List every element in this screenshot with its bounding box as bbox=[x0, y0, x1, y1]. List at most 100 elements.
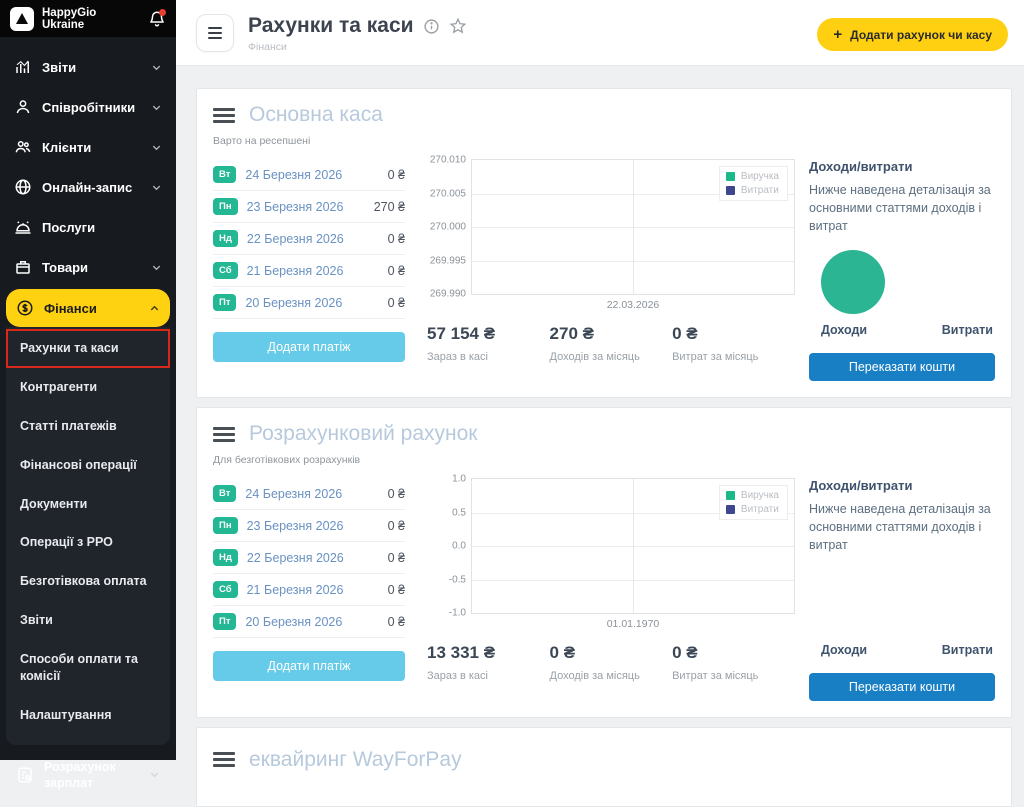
stat-label: Витрат за місяць bbox=[672, 670, 759, 683]
y-axis-tick: 269.995 bbox=[429, 255, 466, 266]
submenu-item-accounts-and-cash[interactable]: Рахунки та каси bbox=[6, 329, 170, 368]
submenu-item-payment-articles[interactable]: Статті платежів bbox=[20, 418, 117, 433]
title-block: Рахунки та каси Фінанси bbox=[248, 14, 817, 53]
day-row[interactable]: Пн 23 Березня 2026 270 ₴ bbox=[213, 191, 405, 223]
online-booking-globe-icon bbox=[14, 178, 32, 196]
brand-name: HappyGio Ukraine bbox=[42, 6, 97, 31]
stat-label: Доходів за місяць bbox=[549, 670, 640, 683]
day-row[interactable]: Пт 20 Березня 2026 0 ₴ bbox=[213, 287, 405, 319]
day-row[interactable]: Вт 24 Березня 2026 0 ₴ bbox=[213, 159, 405, 191]
legend-item-expenses[interactable]: Витрати bbox=[725, 504, 779, 515]
stat-value: 57 154 ₴ bbox=[427, 324, 496, 343]
day-date-link[interactable]: 24 Березня 2026 bbox=[245, 167, 343, 182]
day-row[interactable]: Вт 24 Березня 2026 0 ₴ bbox=[213, 478, 405, 511]
legend-swatch-navy bbox=[725, 186, 735, 195]
day-date-link[interactable]: 23 Березня 2026 bbox=[246, 199, 344, 214]
chart-legend: Виручка Витрати bbox=[718, 166, 788, 201]
submenu-item-counterparties[interactable]: Контрагенти bbox=[20, 379, 98, 394]
sidebar-item-reports[interactable]: Звіти bbox=[6, 47, 170, 87]
day-of-week-badge: Нд bbox=[213, 549, 238, 567]
page-title: Рахунки та каси bbox=[248, 14, 414, 37]
transfer-funds-button[interactable]: Переказати кошти bbox=[809, 672, 995, 701]
day-date-link[interactable]: 20 Березня 2026 bbox=[245, 614, 343, 629]
breadcrumb[interactable]: Фінанси bbox=[248, 41, 287, 53]
day-date-link[interactable]: 22 Березня 2026 bbox=[246, 231, 344, 246]
sidebar-item-label: Послуги bbox=[42, 219, 96, 235]
income-expense-panel: Доходи/витрати Нижче наведена деталізаці… bbox=[809, 478, 995, 701]
sidebar-item-label: Товари bbox=[42, 259, 89, 275]
day-date-link[interactable]: 22 Березня 2026 bbox=[246, 550, 344, 565]
sidebar-item-salary-calculation[interactable]: Розрахунок зарплат bbox=[6, 749, 170, 802]
main-area: Рахунки та каси Фінанси + Додати рахунок… bbox=[176, 0, 1024, 807]
submenu-item-reports[interactable]: Звіти bbox=[20, 613, 53, 628]
plus-icon: + bbox=[833, 26, 843, 43]
day-row[interactable]: Нд 22 Березня 2026 0 ₴ bbox=[213, 223, 405, 255]
day-date-link[interactable]: 24 Березня 2026 bbox=[245, 486, 343, 501]
submenu-item-settings[interactable]: Налаштування bbox=[20, 707, 112, 722]
legend-label: Виручка bbox=[740, 490, 779, 502]
menu-toggle-button[interactable] bbox=[196, 14, 234, 52]
submenu-item-rro-operations[interactable]: Операції з РРО bbox=[20, 535, 113, 550]
notifications-bell-icon[interactable] bbox=[148, 8, 166, 28]
submenu-item-documents[interactable]: Документи bbox=[20, 496, 88, 511]
sidebar-item-label: Співробітники bbox=[42, 99, 136, 115]
sidebar-nav: Звіти Співробітники Клієнти Онлайн-запис… bbox=[0, 37, 176, 801]
page-header: Рахунки та каси Фінанси + Додати рахунок… bbox=[176, 0, 1024, 66]
day-row[interactable]: Сб 21 Березня 2026 0 ₴ bbox=[213, 255, 405, 287]
add-payment-button[interactable]: Додати платіж bbox=[213, 332, 405, 362]
app-logo-icon[interactable] bbox=[10, 6, 34, 31]
day-row[interactable]: Сб 21 Березня 2026 0 ₴ bbox=[213, 574, 405, 607]
panel-description: Нижче наведена деталізація за основними … bbox=[809, 183, 991, 233]
pie-chart-zone-empty bbox=[809, 563, 995, 641]
day-of-week-badge: Вт bbox=[213, 166, 237, 183]
drag-handle-icon[interactable] bbox=[213, 107, 235, 123]
account-title[interactable]: Розрахунковий рахунок bbox=[249, 422, 478, 446]
income-pie-chart bbox=[821, 250, 885, 315]
income-expense-panel: Доходи/витрати Нижче наведена деталізаці… bbox=[809, 159, 995, 382]
info-icon[interactable] bbox=[423, 18, 440, 35]
legend-swatch-green bbox=[725, 172, 735, 181]
sidebar: HappyGio Ukraine Звіти Співробітники Клі… bbox=[0, 0, 176, 790]
sidebar-item-online-booking[interactable]: Онлайн-запис bbox=[6, 167, 170, 207]
account-subtitle: Для безготівкових розрахунків bbox=[213, 454, 361, 467]
account-card-wayforpay: еквайринг WayForPay bbox=[196, 726, 1012, 807]
legend-item-revenue[interactable]: Виручка bbox=[725, 171, 779, 182]
stat-value: 0 ₴ bbox=[672, 643, 698, 663]
day-of-week-badge: Пн bbox=[213, 517, 238, 535]
day-row[interactable]: Пт 20 Березня 2026 0 ₴ bbox=[213, 606, 405, 639]
chevron-down-icon bbox=[151, 142, 162, 153]
add-payment-button[interactable]: Додати платіж bbox=[213, 651, 405, 682]
day-amount: 0 ₴ bbox=[387, 614, 405, 629]
transfer-funds-button[interactable]: Переказати кошти bbox=[809, 353, 995, 382]
submenu-item-financial-operations[interactable]: Фінансові операції bbox=[20, 457, 137, 472]
finance-dollar-icon bbox=[16, 299, 34, 317]
income-label: Доходи bbox=[821, 642, 868, 657]
favorite-star-icon[interactable] bbox=[449, 17, 467, 35]
day-date-link[interactable]: 20 Березня 2026 bbox=[245, 295, 343, 310]
legend-item-revenue[interactable]: Виручка bbox=[725, 490, 779, 502]
stat-label: Доходів за місяць bbox=[549, 351, 640, 363]
clients-people-icon bbox=[14, 138, 32, 156]
sidebar-item-services[interactable]: Послуги bbox=[6, 207, 170, 247]
income-label: Доходи bbox=[821, 323, 868, 338]
legend-item-expenses[interactable]: Витрати bbox=[725, 185, 779, 196]
sidebar-item-employees[interactable]: Співробітники bbox=[6, 87, 170, 127]
day-date-link[interactable]: 21 Березня 2026 bbox=[246, 582, 344, 597]
stat-value: 270 ₴ bbox=[549, 324, 594, 343]
submenu-item-cashless-payment[interactable]: Безготівкова оплата bbox=[20, 574, 147, 589]
finance-submenu: Рахунки та каси Контрагенти Статті плате… bbox=[6, 327, 170, 745]
account-card-settlement-account: Розрахунковий рахунок Для безготівкових … bbox=[196, 407, 1012, 718]
sidebar-item-goods[interactable]: Товари bbox=[6, 247, 170, 287]
day-date-link[interactable]: 23 Березня 2026 bbox=[246, 518, 344, 533]
submenu-item-payment-methods[interactable]: Способи оплати та комісії bbox=[20, 652, 138, 683]
sidebar-item-finance[interactable]: Фінанси bbox=[6, 289, 170, 327]
add-account-button[interactable]: + Додати рахунок чи касу bbox=[817, 18, 1008, 51]
drag-handle-icon[interactable] bbox=[213, 426, 235, 442]
day-row[interactable]: Нд 22 Березня 2026 0 ₴ bbox=[213, 542, 405, 575]
account-title[interactable]: Основна каса bbox=[249, 103, 383, 126]
day-row[interactable]: Пн 23 Березня 2026 0 ₴ bbox=[213, 510, 405, 543]
sidebar-item-clients[interactable]: Клієнти bbox=[6, 127, 170, 167]
day-of-week-badge: Нд bbox=[213, 230, 238, 247]
day-date-link[interactable]: 21 Березня 2026 bbox=[246, 263, 344, 278]
legend-label: Виручка bbox=[740, 171, 779, 182]
